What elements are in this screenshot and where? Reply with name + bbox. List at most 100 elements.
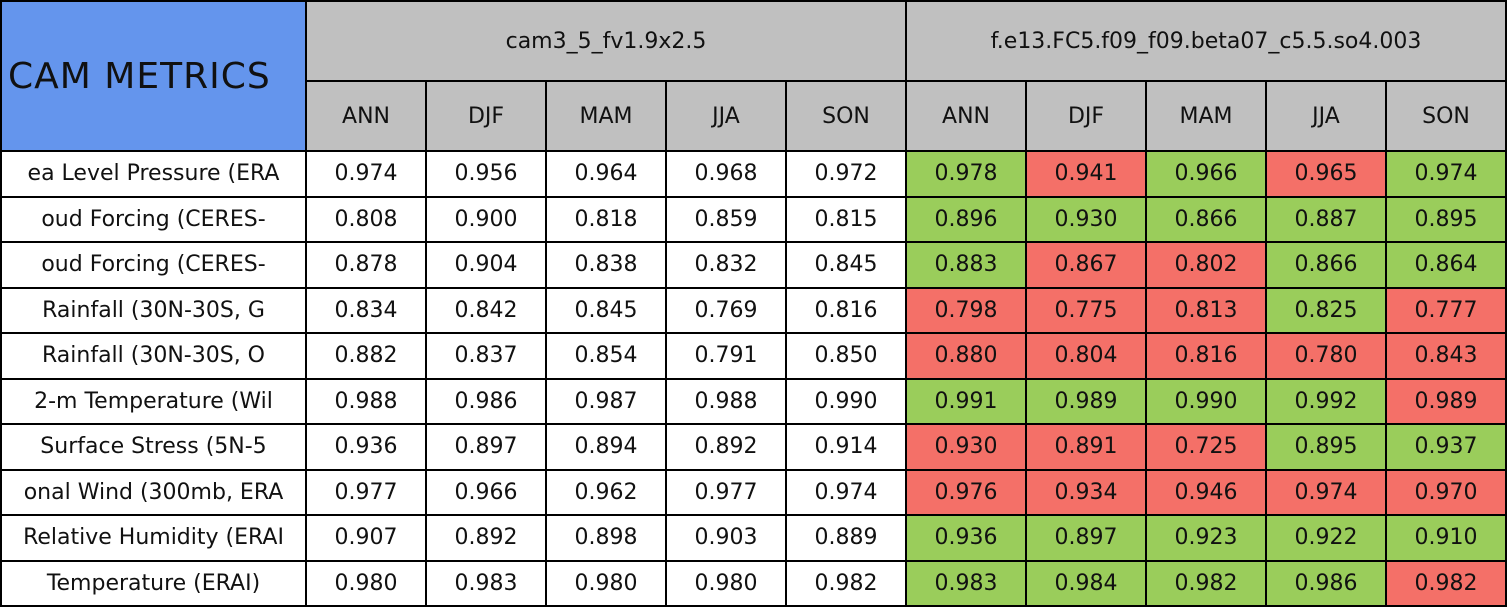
group-header: cam3_5_fv1.9x2.5 — [307, 2, 905, 80]
metric-value: 0.910 — [1387, 516, 1505, 560]
metric-value: 0.903 — [667, 516, 785, 560]
metric-value: 0.859 — [667, 197, 785, 241]
metric-value: 0.936 — [307, 425, 425, 469]
metric-value: 0.972 — [787, 152, 905, 196]
title-cell: CAM METRICS — [2, 2, 305, 150]
metric-value: 0.982 — [787, 561, 905, 605]
season-header: DJF — [427, 82, 545, 150]
metric-value: 0.895 — [1267, 425, 1385, 469]
metric-value: 0.854 — [547, 334, 665, 378]
metric-value: 0.804 — [1027, 334, 1145, 378]
metric-value: 0.946 — [1147, 470, 1265, 514]
row-label: Surface Stress (5N-5 — [2, 425, 305, 469]
metric-value: 0.922 — [1267, 516, 1385, 560]
metric-value: 0.897 — [427, 425, 545, 469]
metric-value: 0.982 — [1147, 561, 1265, 605]
metric-value: 0.977 — [667, 470, 785, 514]
metric-value: 0.798 — [907, 288, 1025, 332]
metric-value: 0.892 — [667, 425, 785, 469]
metric-value: 0.980 — [667, 561, 785, 605]
row-label: 2-m Temperature (Wil — [2, 379, 305, 423]
row-label: onal Wind (300mb, ERA — [2, 470, 305, 514]
season-header: JJA — [1267, 82, 1385, 150]
season-header: MAM — [1147, 82, 1265, 150]
season-header: MAM — [547, 82, 665, 150]
metric-value: 0.976 — [907, 470, 1025, 514]
metric-value: 0.974 — [787, 470, 905, 514]
metric-value: 0.962 — [547, 470, 665, 514]
metric-value: 0.988 — [307, 379, 425, 423]
metric-value: 0.850 — [787, 334, 905, 378]
metric-value: 0.891 — [1027, 425, 1145, 469]
metric-value: 0.956 — [427, 152, 545, 196]
metric-value: 0.866 — [1267, 243, 1385, 287]
metric-value: 0.845 — [547, 288, 665, 332]
metric-value: 0.838 — [547, 243, 665, 287]
metric-value: 0.818 — [547, 197, 665, 241]
metric-value: 0.923 — [1147, 516, 1265, 560]
row-label: Rainfall (30N-30S, O — [2, 334, 305, 378]
metric-value: 0.974 — [1387, 152, 1505, 196]
metric-value: 0.907 — [307, 516, 425, 560]
row-label: Temperature (ERAI) — [2, 561, 305, 605]
metric-value: 0.878 — [307, 243, 425, 287]
season-header: SON — [787, 82, 905, 150]
season-header: SON — [1387, 82, 1505, 150]
season-header: JJA — [667, 82, 785, 150]
metric-value: 0.992 — [1267, 379, 1385, 423]
metric-value: 0.989 — [1027, 379, 1145, 423]
metric-value: 0.894 — [547, 425, 665, 469]
metric-value: 0.815 — [787, 197, 905, 241]
metric-value: 0.937 — [1387, 425, 1505, 469]
metric-value: 0.986 — [1267, 561, 1385, 605]
metric-value: 0.987 — [547, 379, 665, 423]
metric-value: 0.845 — [787, 243, 905, 287]
metric-value: 0.983 — [907, 561, 1025, 605]
metric-value: 0.982 — [1387, 561, 1505, 605]
metric-value: 0.834 — [307, 288, 425, 332]
metric-value: 0.816 — [1147, 334, 1265, 378]
metric-value: 0.977 — [307, 470, 425, 514]
metric-value: 0.883 — [907, 243, 1025, 287]
metric-value: 0.802 — [1147, 243, 1265, 287]
metric-value: 0.990 — [1147, 379, 1265, 423]
metric-value: 0.974 — [1267, 470, 1385, 514]
metric-value: 0.914 — [787, 425, 905, 469]
metric-value: 0.777 — [1387, 288, 1505, 332]
metric-value: 0.968 — [667, 152, 785, 196]
metric-value: 0.775 — [1027, 288, 1145, 332]
metric-value: 0.897 — [1027, 516, 1145, 560]
metric-value: 0.769 — [667, 288, 785, 332]
metric-value: 0.895 — [1387, 197, 1505, 241]
metric-value: 0.964 — [547, 152, 665, 196]
row-label: Relative Humidity (ERAI — [2, 516, 305, 560]
row-label: oud Forcing (CERES- — [2, 243, 305, 287]
metric-value: 0.989 — [1387, 379, 1505, 423]
metric-value: 0.832 — [667, 243, 785, 287]
metric-value: 0.930 — [907, 425, 1025, 469]
metric-value: 0.791 — [667, 334, 785, 378]
metric-value: 0.930 — [1027, 197, 1145, 241]
metric-value: 0.725 — [1147, 425, 1265, 469]
metric-value: 0.816 — [787, 288, 905, 332]
metric-value: 0.892 — [427, 516, 545, 560]
metric-value: 0.808 — [307, 197, 425, 241]
metric-value: 0.780 — [1267, 334, 1385, 378]
metric-value: 0.988 — [667, 379, 785, 423]
group-header: f.e13.FC5.f09_f09.beta07_c5.5.so4.003 — [907, 2, 1505, 80]
metric-value: 0.880 — [907, 334, 1025, 378]
season-header: DJF — [1027, 82, 1145, 150]
metric-value: 0.984 — [1027, 561, 1145, 605]
metric-value: 0.889 — [787, 516, 905, 560]
metric-value: 0.934 — [1027, 470, 1145, 514]
metric-value: 0.837 — [427, 334, 545, 378]
metric-value: 0.887 — [1267, 197, 1385, 241]
metric-value: 0.970 — [1387, 470, 1505, 514]
metric-value: 0.882 — [307, 334, 425, 378]
metric-value: 0.936 — [907, 516, 1025, 560]
metric-value: 0.965 — [1267, 152, 1385, 196]
metric-value: 0.980 — [307, 561, 425, 605]
metric-value: 0.980 — [547, 561, 665, 605]
